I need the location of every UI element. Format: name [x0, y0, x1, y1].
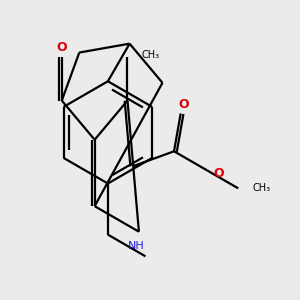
Text: CH₃: CH₃ [253, 183, 271, 193]
Text: O: O [178, 98, 189, 111]
Text: CH₃: CH₃ [142, 50, 160, 60]
Text: NH: NH [128, 241, 145, 251]
Text: O: O [213, 167, 224, 179]
Text: O: O [56, 41, 67, 54]
